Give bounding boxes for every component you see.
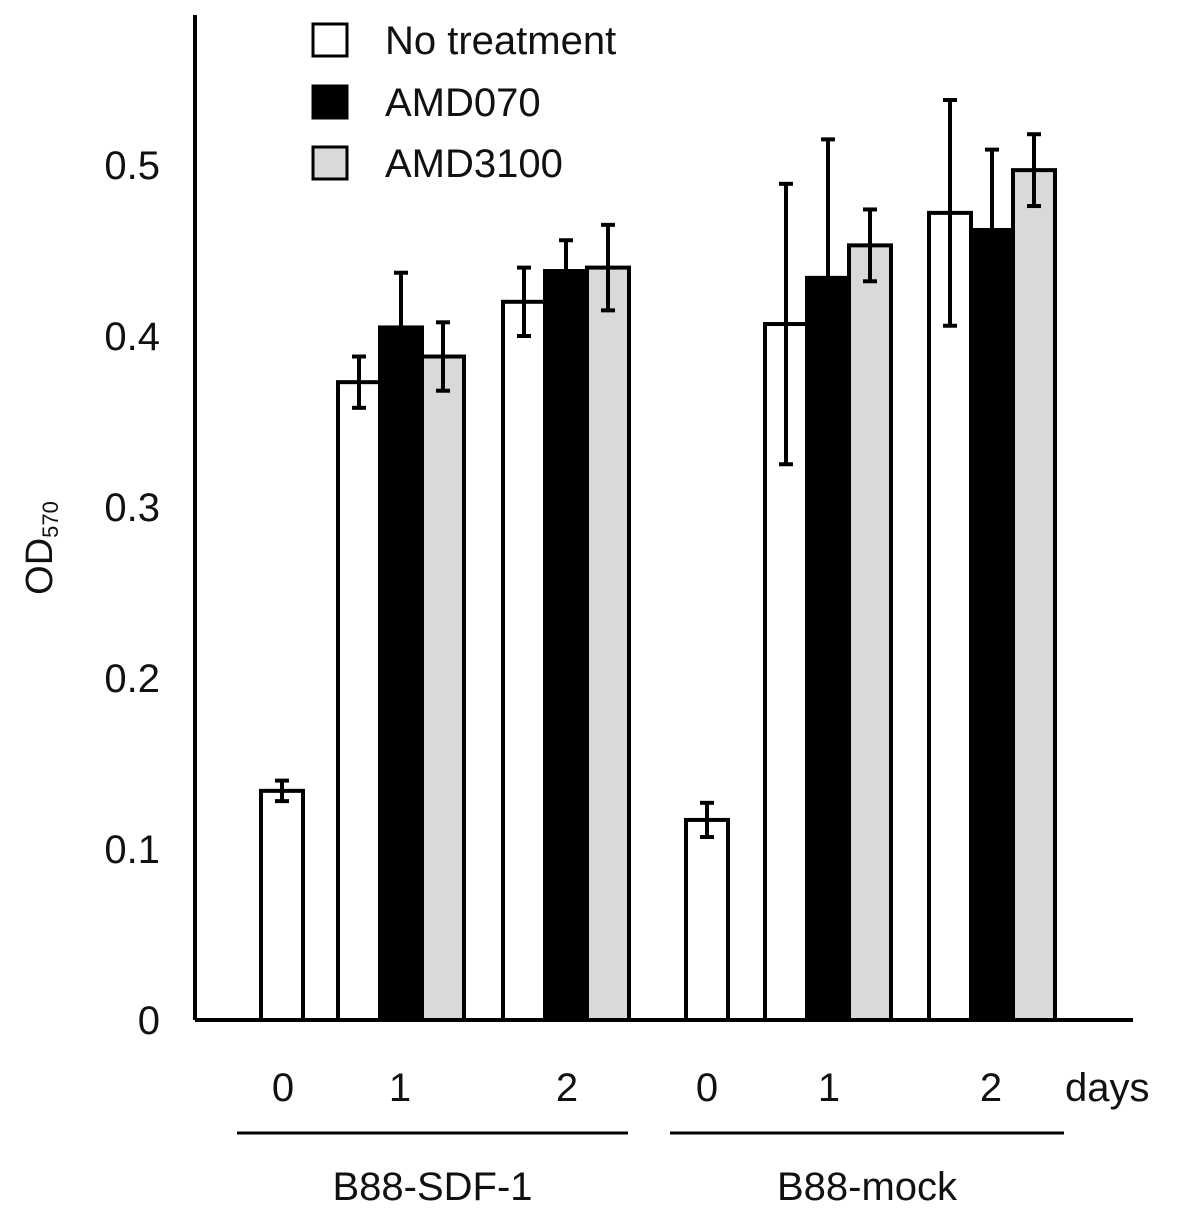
group-label: B88-SDF-1 <box>332 1165 532 1209</box>
y-axis-label-sub: 570 <box>38 501 63 538</box>
x-category-label: 1 <box>389 1066 411 1110</box>
y-ticks: 0 0.1 0.2 0.3 0.4 0.5 <box>104 144 160 1043</box>
bar-amd3100 <box>585 265 631 1023</box>
legend-swatch <box>311 84 349 120</box>
error-bar <box>700 800 714 840</box>
legend-item: AMD3100 <box>311 142 563 186</box>
error-bars <box>275 98 1041 840</box>
y-tick-label: 0.5 <box>104 144 160 188</box>
x-category-labels: 0 1 2 0 1 2 <box>272 1066 1002 1110</box>
bar-amd070 <box>378 325 424 1022</box>
error-bar <box>352 354 366 410</box>
y-tick-label: 0.2 <box>104 657 160 701</box>
bar-no-treatment <box>684 817 730 1022</box>
error-bar <box>517 265 531 338</box>
error-bar <box>943 98 957 328</box>
legend: No treatment AMD070 AMD3100 <box>311 19 616 186</box>
bar-amd3100 <box>1011 168 1057 1022</box>
svg-text:OD570: OD570 <box>19 501 63 595</box>
error-bar <box>559 238 573 304</box>
legend-swatch <box>311 145 349 181</box>
error-bar <box>821 137 835 419</box>
legend-item: No treatment <box>311 19 616 63</box>
y-tick-label: 0 <box>138 999 160 1043</box>
legend-label: No treatment <box>385 19 616 63</box>
x-category-label: 1 <box>818 1066 840 1110</box>
bar-no-treatment <box>336 380 382 1023</box>
legend-label: AMD3100 <box>385 142 563 186</box>
error-bar <box>863 207 877 284</box>
legend-swatch <box>311 22 349 58</box>
error-bar <box>1027 132 1041 209</box>
y-axis-label-main: OD <box>19 538 61 595</box>
bar-amd3100 <box>420 354 466 1022</box>
x-category-label: 0 <box>272 1066 294 1110</box>
bar-no-treatment <box>501 299 547 1022</box>
bar-no-treatment <box>259 788 305 1022</box>
x-category-label: 0 <box>696 1066 718 1110</box>
y-axis-label: OD570 <box>19 501 63 595</box>
y-tick-label: 0.3 <box>104 486 160 530</box>
y-tick-label: 0.4 <box>104 315 160 359</box>
error-bar <box>601 222 615 313</box>
x-unit-label: days <box>1065 1066 1150 1110</box>
error-bar <box>779 181 793 467</box>
group-label: B88-mock <box>777 1165 958 1209</box>
legend-label: AMD070 <box>385 81 541 125</box>
bar-amd3100 <box>847 243 893 1022</box>
error-bar <box>985 147 999 313</box>
bar-amd070 <box>543 269 589 1022</box>
legend-item: AMD070 <box>311 81 541 125</box>
error-bar <box>275 778 289 804</box>
x-category-label: 2 <box>980 1066 1002 1110</box>
bars <box>259 168 1057 1023</box>
bar-no-treatment <box>927 210 973 1022</box>
x-category-label: 2 <box>556 1066 578 1110</box>
y-tick-label: 0.1 <box>104 828 160 872</box>
error-bar <box>394 270 408 385</box>
bar-amd070 <box>969 227 1015 1023</box>
group-labels: B88-SDF-1 B88-mock <box>237 1131 1064 1209</box>
error-bar <box>436 320 450 393</box>
